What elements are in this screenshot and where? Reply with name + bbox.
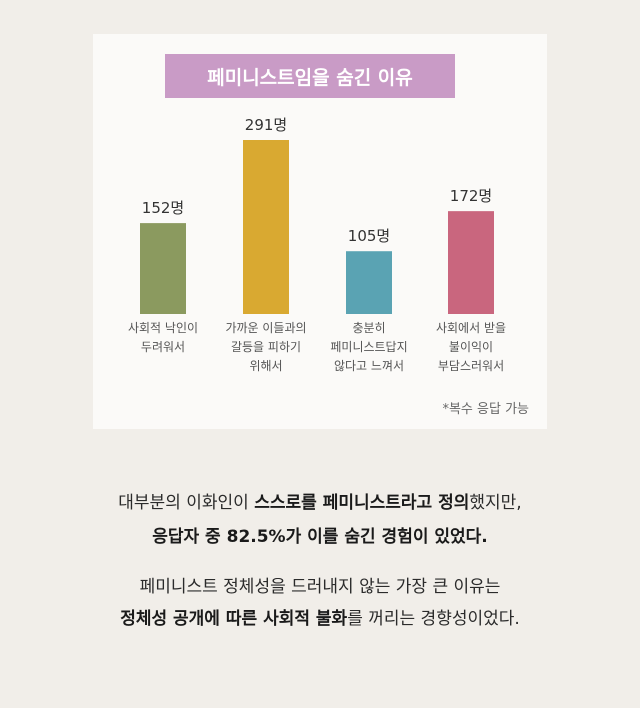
caption-line-2: 응답자 중 82.5%가 이를 숨긴 경험이 있었다. bbox=[0, 524, 640, 550]
caption-line-1: 대부분의 이화인이 스스로를 페미니스트라고 정의했지만, bbox=[0, 490, 640, 516]
bar-4 bbox=[448, 211, 494, 314]
caption-segment: 를 꺼리는 경향성이었다. bbox=[347, 609, 520, 629]
bar-3 bbox=[346, 251, 392, 314]
value-label-2: 291명 bbox=[245, 116, 287, 134]
category-label-3: 충분히 페미니스트답지 않다고 느껴서 bbox=[330, 321, 407, 373]
caption-segment: 페미니스트 정체성을 드러내지 않는 가장 큰 이유는 bbox=[139, 577, 501, 597]
value-label-1: 152명 bbox=[142, 199, 184, 217]
category-label-2: 가까운 이들과의 갈등을 피하기 위해서 bbox=[225, 321, 306, 373]
category-label-1: 사회적 낙인이 두려워서 bbox=[128, 321, 198, 354]
value-label-4: 172명 bbox=[450, 187, 492, 205]
chart-title: 페미니스트임을 숨긴 이유 bbox=[165, 54, 455, 98]
caption-line-4: 정체성 공개에 따른 사회적 불화를 꺼리는 경향성이었다. bbox=[0, 606, 640, 632]
footnote: *복수 응답 가능 bbox=[442, 402, 529, 417]
caption-segment: 응답자 중 82.5%가 이를 숨긴 경험이 있었다. bbox=[152, 527, 488, 547]
caption-segment: 스스로를 페미니스트라고 정의 bbox=[254, 493, 470, 513]
caption-segment: 대부분의 이화인이 bbox=[118, 493, 255, 513]
bar-2 bbox=[243, 140, 289, 314]
caption-segment: 했지만, bbox=[469, 493, 522, 513]
caption-line-3: 페미니스트 정체성을 드러내지 않는 가장 큰 이유는 bbox=[0, 574, 640, 600]
caption-segment: 정체성 공개에 따른 사회적 불화 bbox=[120, 609, 348, 629]
category-label-4: 사회에서 받을 불이익이 부담스러워서 bbox=[436, 321, 506, 373]
value-label-3: 105명 bbox=[348, 227, 390, 245]
bar-1 bbox=[140, 223, 186, 314]
